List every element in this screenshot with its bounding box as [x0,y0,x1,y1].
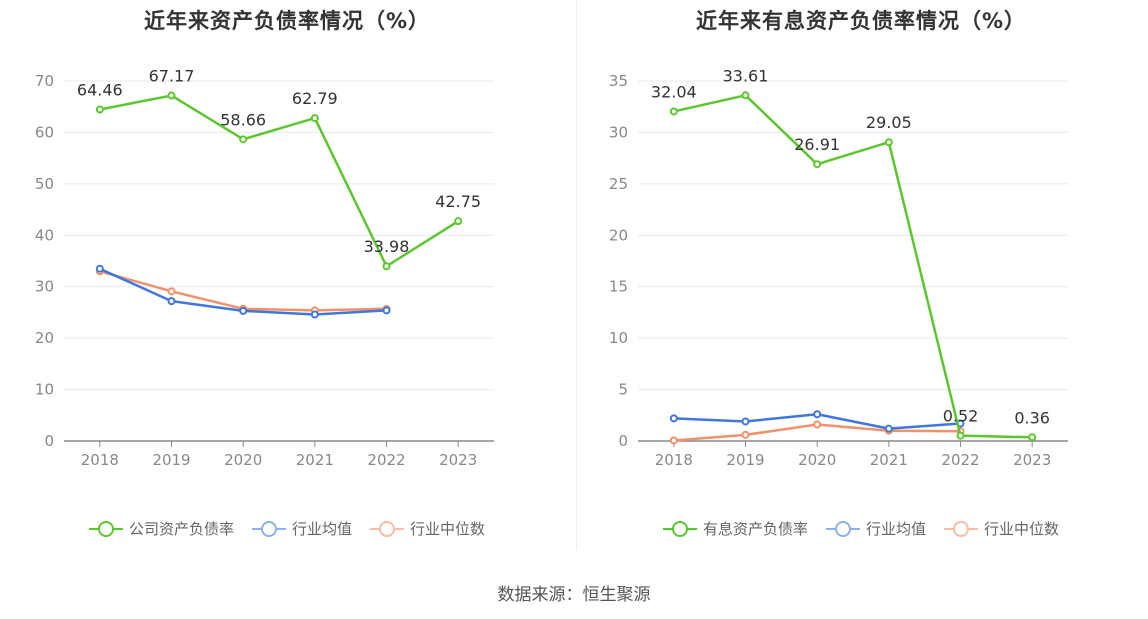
legend-item-company[interactable]: 有息资产负债率 [662,518,808,539]
data-point-company [1028,433,1037,442]
data-label: 0.36 [1014,408,1050,427]
x-tick-label: 2023 [1013,451,1051,469]
legend-label: 行业均值 [291,520,352,538]
legend-label: 有息资产负债率 [702,520,808,538]
y-tick-label: 10 [35,381,54,399]
legend-line-icon [370,519,404,539]
legend: 公司资产负债率 行业均值 行业中位数 [0,518,574,539]
x-tick-label: 2020 [224,451,262,469]
data-point-industry-avg [813,410,822,419]
y-tick-label: 35 [609,72,628,90]
x-tick-label: 2019 [726,451,764,469]
y-tick-label: 20 [35,329,54,347]
data-point-industry-avg [741,417,750,426]
y-tick-label: 50 [35,175,54,193]
y-tick-label: 20 [609,226,628,244]
y-tick-label: 70 [35,72,54,90]
data-point-industry-median [813,420,822,429]
series-line-company [673,94,1033,439]
legend-label: 行业中位数 [410,520,486,538]
line-chart-asset-liability: 0 10 20 30 40 50 60 70 2018 2019 2020 2021 2022 2023 6… [35,67,494,469]
data-point-company [741,91,750,100]
y-tick-label: 30 [35,278,54,296]
x-tick-label: 2023 [439,451,477,469]
data-label: 26.91 [794,135,840,154]
series-line-industry-median [99,270,387,312]
data-point-company [95,105,104,114]
data-point-industry-avg [669,414,678,423]
data-label: 33.61 [723,66,769,85]
legend: 有息资产负债率 行业均值 行业中位数 [574,518,1148,539]
data-label: 64.46 [77,80,123,99]
legend-item-industry-median[interactable]: 行业中位数 [944,518,1059,539]
data-label: 0.52 [943,407,979,426]
y-tick-label: 30 [609,123,628,141]
data-point-company [454,217,463,226]
legend-line-icon [88,519,123,539]
legend-item-industry-median[interactable]: 行业中位数 [370,518,485,539]
y-tick-label: 60 [35,123,54,141]
legend-line-icon [825,519,860,539]
x-tick-label: 2019 [152,451,190,469]
data-source: 数据来源：恒生聚源 [497,585,651,605]
data-point-industry-median [167,287,176,296]
data-point-company [382,262,391,271]
data-label: 42.75 [435,192,481,211]
data-point-industry-avg [95,264,104,273]
x-tick-label: 2022 [367,451,405,469]
y-tick-label: 0 [44,432,54,450]
legend-item-industry-avg[interactable]: 行业均值 [251,518,352,539]
data-point-industry-median [669,436,678,445]
y-tick-label: 40 [35,226,54,244]
data-point-industry-avg [310,310,319,319]
data-label: 58.66 [220,110,266,129]
panel-divider [576,0,577,550]
legend-label: 公司资产负债率 [128,520,234,538]
data-label: 32.04 [651,82,697,101]
x-tick-label: 2021 [870,451,908,469]
data-point-industry-median [741,430,750,439]
x-tick-label: 2018 [81,451,119,469]
data-point-company [310,114,319,123]
data-label: 67.17 [149,67,195,86]
x-tick-label: 2020 [798,451,836,469]
chart-title: 近年来资产负债率情况（%） [143,9,431,33]
data-point-company [239,135,248,144]
data-point-company [884,138,893,147]
chart-title: 近年来有息资产负债率情况（%） [695,9,1027,33]
legend-label: 行业中位数 [984,520,1060,538]
line-chart-interest-bearing: 0 5 10 15 20 25 30 35 2018 2019 2020 2021 2022 2023 32… [609,66,1068,469]
y-tick-label: 5 [618,381,628,399]
data-point-company [669,107,678,116]
data-point-company [167,91,176,100]
y-tick-label: 0 [618,432,628,450]
data-point-industry-avg [239,306,248,315]
y-tick-label: 15 [609,278,628,296]
legend-line-icon [944,519,978,539]
y-tick-label: 10 [609,329,628,347]
legend-line-icon [662,519,697,539]
chart-panel-interest-bearing: 近年来有息资产负债率情况（%） 0 5 10 15 20 25 30 35 2018 2019 20… [574,0,1148,560]
legend-label: 行业均值 [865,520,926,538]
data-point-company [956,431,965,440]
legend-item-industry-avg[interactable]: 行业均值 [825,518,926,539]
legend-item-company[interactable]: 公司资产负债率 [88,518,234,539]
data-point-industry-avg [167,297,176,306]
series-line-company [99,94,459,268]
chart-panel-asset-liability: 近年来资产负债率情况（%） 0 10 20 30 40 50 60 70 2018 2019 202… [0,0,574,560]
x-tick-label: 2018 [655,451,693,469]
data-point-company [813,160,822,169]
y-tick-label: 25 [609,175,628,193]
data-label: 33.98 [364,237,410,256]
x-tick-label: 2021 [296,451,334,469]
legend-line-icon [251,519,286,539]
data-label: 29.05 [866,113,912,132]
data-label: 62.79 [292,89,338,108]
data-point-industry-avg [884,424,893,433]
data-point-industry-avg [382,306,391,315]
x-tick-label: 2022 [941,451,979,469]
